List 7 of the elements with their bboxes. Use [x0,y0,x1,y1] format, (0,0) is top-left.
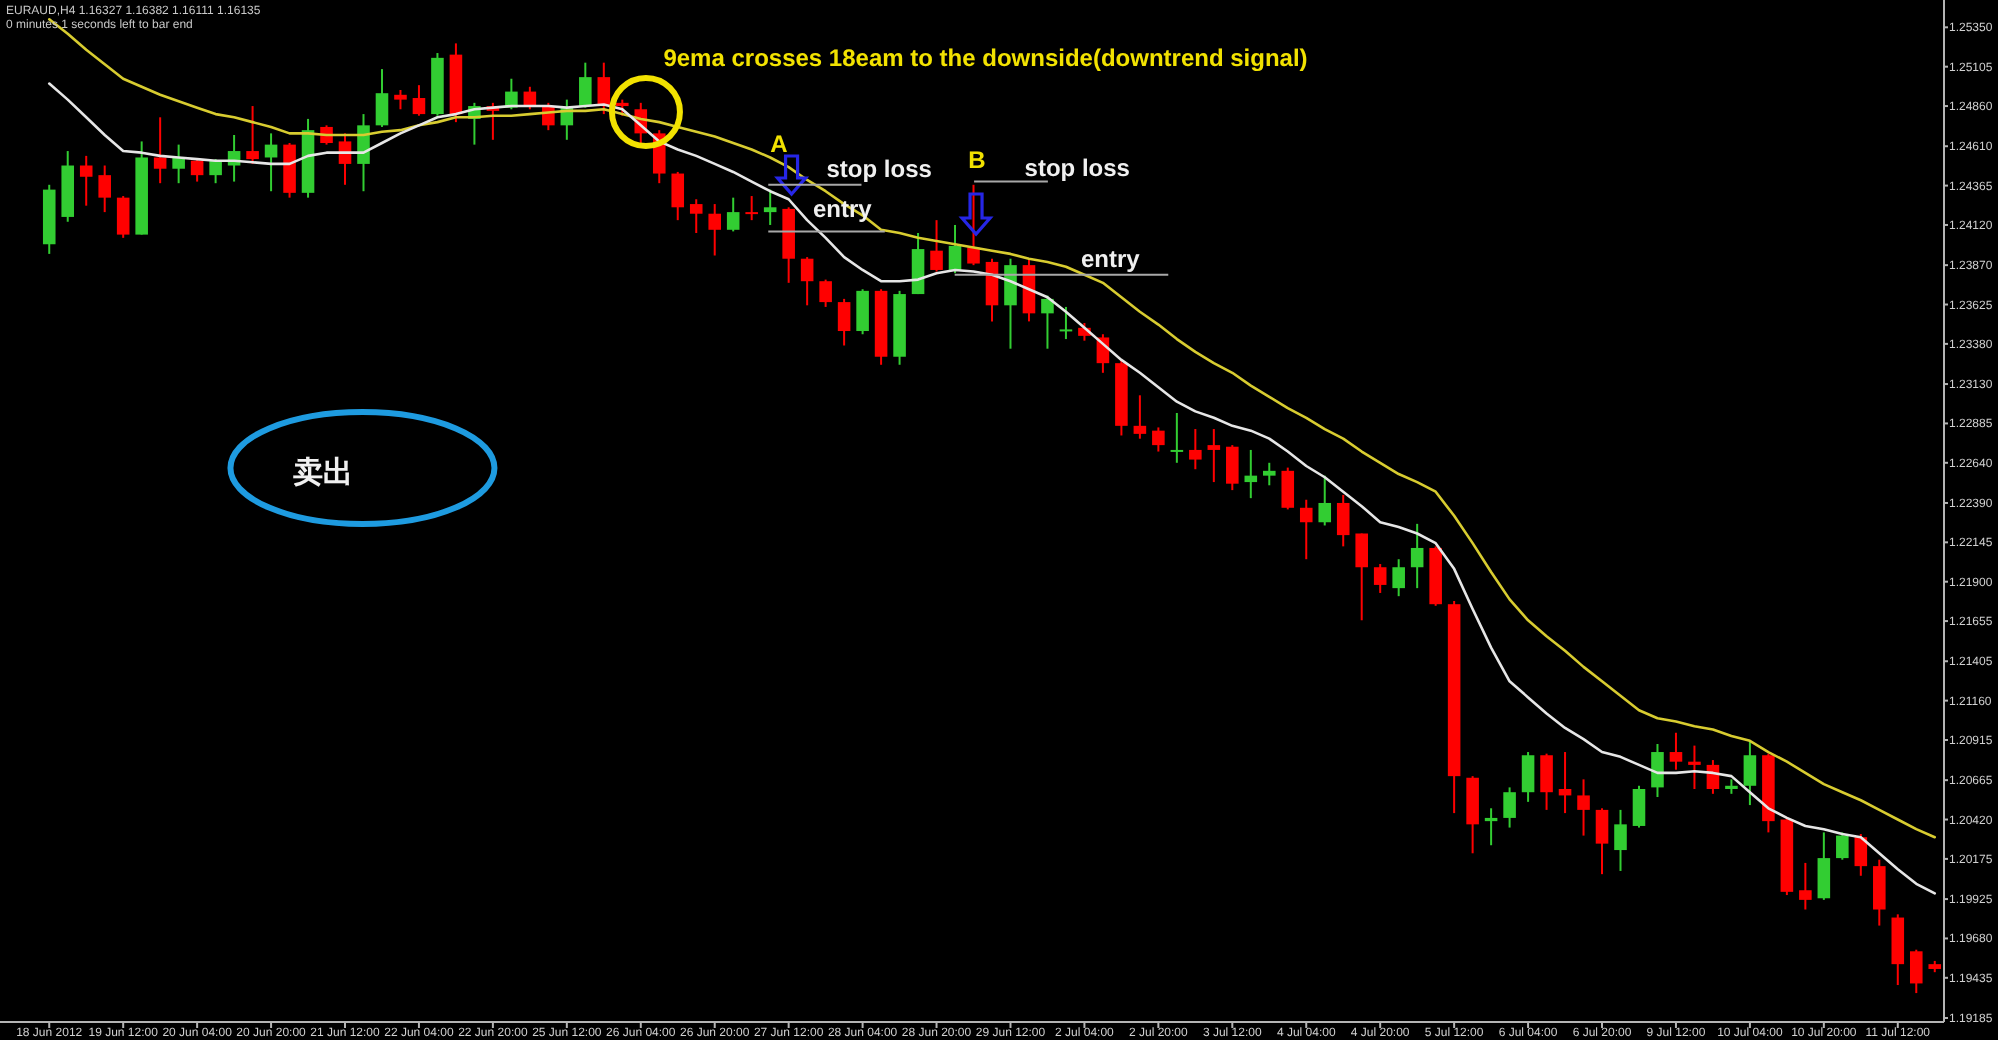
ref-line-label: stop loss [826,154,933,183]
annotation: A [770,130,789,158]
ref-line-label: stop loss [1024,153,1131,182]
ref-line-label: entry [1080,244,1141,273]
annotation: 9ema crosses 18eam to the downside(downtrend signal) [663,44,1308,72]
annotation: B [968,146,987,174]
annotation: 卖出 [292,456,353,490]
